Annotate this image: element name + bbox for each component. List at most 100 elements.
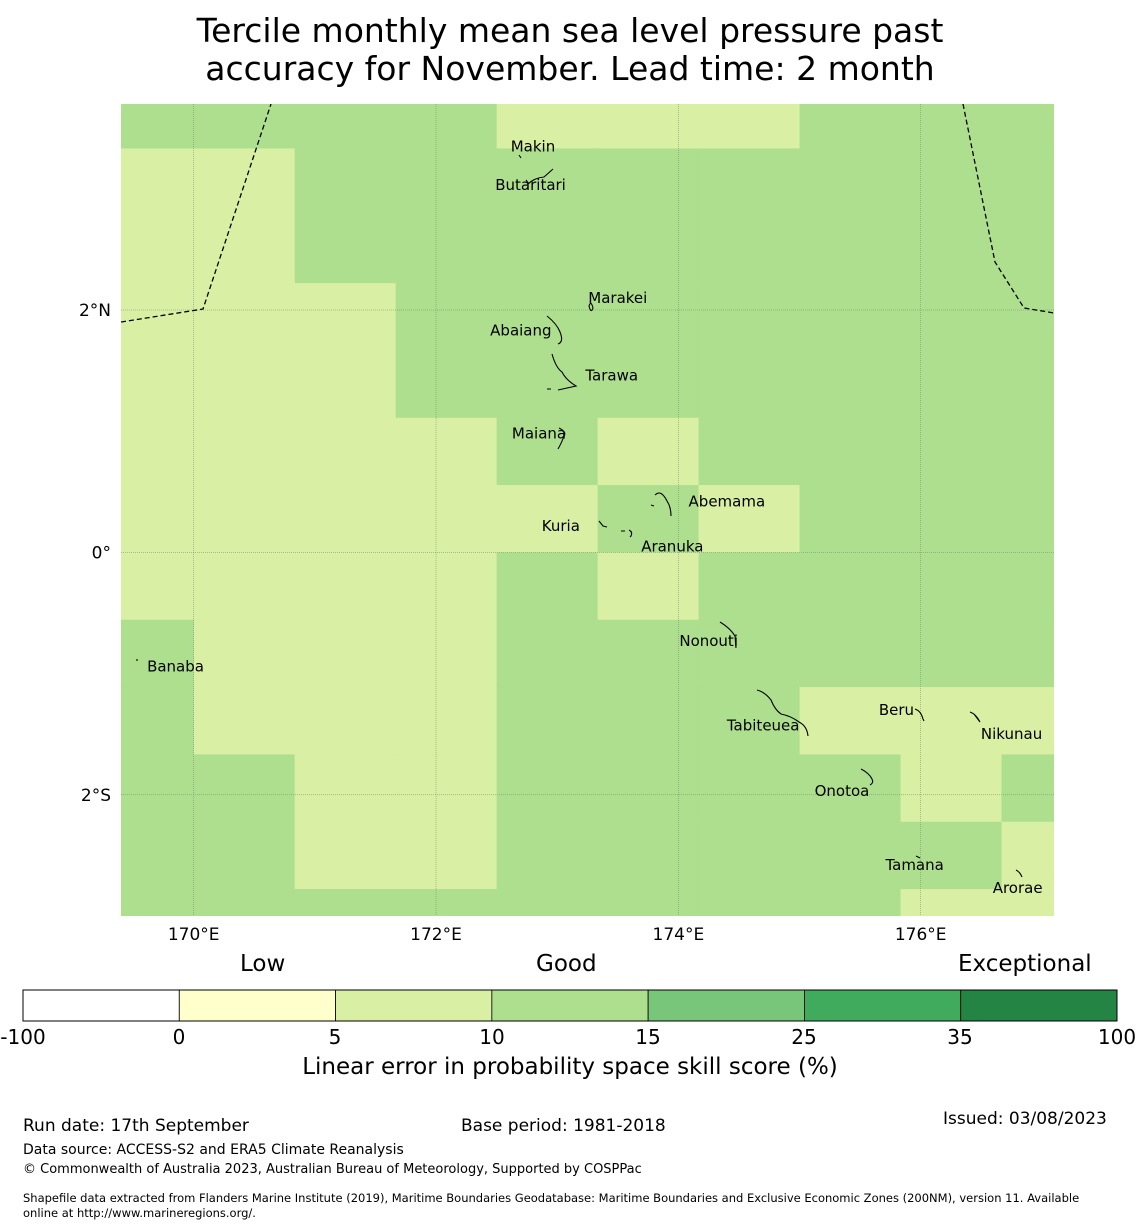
colorbar-segment (178, 989, 336, 1022)
skill-cell (1001, 148, 1054, 284)
outline-abemama (650, 492, 672, 517)
eez-boundary-east (962, 104, 1054, 314)
x-tick-label: 170°E (168, 925, 220, 945)
skill-cell (121, 687, 195, 756)
skill-cell (900, 283, 1003, 419)
colorbar-tick-label: 5 (328, 1025, 342, 1049)
island-label-aranuka: Aranuka (641, 537, 703, 555)
skill-cell (900, 104, 1003, 150)
island-label-butaritari: Butaritari (495, 176, 566, 194)
y-tick-label: 2°N (79, 301, 111, 321)
skill-cell (121, 417, 195, 486)
skill-cell (698, 104, 801, 150)
skill-cell (294, 104, 397, 150)
skill-cell (294, 485, 397, 554)
island-label-makin: Makin (511, 137, 556, 155)
x-tick-label: 172°E (410, 925, 462, 945)
colorbar-segment (335, 989, 493, 1022)
skill-cell (900, 687, 1003, 756)
skill-cell (900, 552, 1003, 621)
skill-cell (900, 889, 1003, 916)
skill-cell (597, 889, 700, 916)
skill-cell (395, 148, 498, 284)
skill-cell (496, 687, 599, 756)
outline-beru (914, 708, 925, 722)
outline-abaiang (546, 315, 563, 345)
skill-cell (799, 754, 902, 823)
colorbar-category-exceptional: Exceptional (958, 951, 1092, 977)
skill-grid (121, 104, 1054, 916)
skill-cell (698, 754, 801, 823)
issued-date: Issued: 03/08/2023 (943, 1109, 1107, 1129)
graticule (121, 104, 1054, 916)
skill-cell (121, 148, 195, 284)
skill-cell (121, 104, 195, 150)
skill-cell (597, 104, 700, 150)
skill-cell (1001, 889, 1054, 916)
skill-cell (698, 821, 801, 890)
skill-cell (294, 148, 397, 284)
outline-aranuka (621, 529, 633, 538)
skill-cell (1001, 687, 1054, 756)
colorbar-tick-label: 0 (172, 1025, 186, 1049)
skill-cell (193, 687, 296, 756)
skill-cell (496, 104, 599, 150)
skill-cell (395, 283, 498, 419)
colorbar-frame (22, 989, 1118, 1022)
skill-cell (395, 754, 498, 823)
skill-cell (900, 619, 1003, 688)
colorbar-tick-label: 10 (479, 1025, 505, 1049)
skill-cell (395, 821, 498, 890)
island-label-tarawa: Tarawa (584, 366, 638, 384)
colorbar-category-good: Good (536, 951, 597, 977)
skill-cell (294, 619, 397, 688)
skill-cell (121, 889, 195, 916)
outline-tamana (915, 855, 921, 859)
skill-cell (597, 485, 700, 554)
island-label-beru: Beru (879, 701, 914, 719)
skill-cell (121, 485, 195, 554)
skill-cell (1001, 754, 1054, 823)
island-labels: Makin Butaritari Marakei Abaiang Tarawa Maian… (147, 137, 1043, 897)
copyright-notice: © Commonwealth of Australia 2023, Austra… (23, 1162, 642, 1177)
skill-cell (900, 148, 1003, 284)
skill-cell (597, 148, 700, 284)
skill-cell (193, 104, 296, 150)
colorbar-tick-label: 100 (1097, 1025, 1137, 1049)
skill-cell (597, 754, 700, 823)
island-label-maiana: Maiana (512, 425, 566, 443)
colorbar-segment (491, 989, 649, 1022)
skill-cell (799, 283, 902, 419)
skill-cell (698, 148, 801, 284)
colorbar-tick-label: 25 (791, 1025, 817, 1049)
skill-cell (698, 485, 801, 554)
skill-cell (496, 417, 599, 486)
skill-cell (395, 687, 498, 756)
skill-cell (121, 619, 195, 688)
skill-cell (597, 417, 700, 486)
skill-cell (121, 754, 195, 823)
skill-cell (698, 417, 801, 486)
skill-cell (799, 821, 902, 890)
colorbar-tick-label: 35 (947, 1025, 973, 1049)
skill-cell (900, 821, 1003, 890)
skill-cell (121, 821, 195, 890)
shapefile-credit-line1: Shapefile data extracted from Flanders M… (23, 1191, 1080, 1205)
island-label-abemama: Abemama (689, 493, 766, 511)
colorbar-segment (960, 989, 1118, 1022)
skill-cell (597, 552, 700, 621)
island-label-onotoa: Onotoa (815, 782, 870, 800)
colorbar (22, 989, 1118, 1022)
outline-nonouti (719, 621, 737, 649)
skill-cell (900, 754, 1003, 823)
skill-cell (193, 417, 296, 486)
shapefile-credit-line2: online at http://www.marineregions.org/. (23, 1206, 256, 1220)
island-label-nikunau: Nikunau (981, 725, 1042, 743)
skill-cell (193, 148, 296, 284)
data-source: Data source: ACCESS-S2 and ERA5 Climate … (23, 1142, 404, 1158)
chart-title-line2: accuracy for November. Lead time: 2 mont… (205, 49, 935, 88)
skill-cell (799, 417, 902, 486)
skill-cell (395, 417, 498, 486)
skill-cell (395, 104, 498, 150)
skill-cell (496, 283, 599, 419)
